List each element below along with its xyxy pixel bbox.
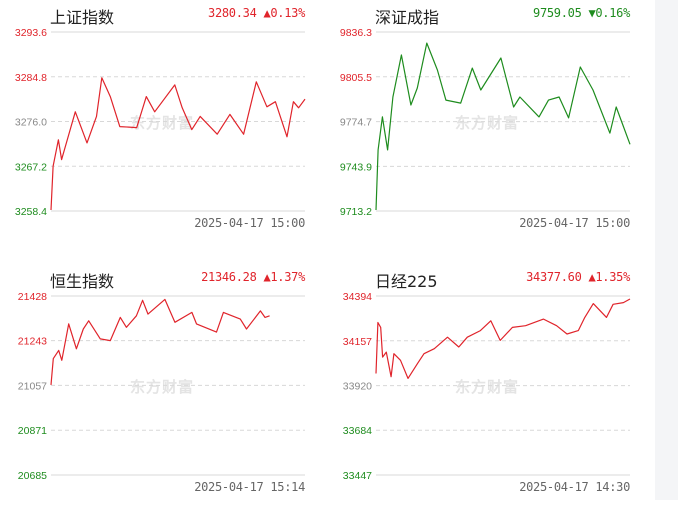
y-tick-label: 20871	[18, 425, 47, 437]
watermark-logo: 东方财富	[130, 114, 195, 132]
chart-svg: 3293.6 3284.8 3276.0 3267.2 3258.4	[15, 27, 306, 218]
y-tick-label: 3258.4	[15, 206, 47, 218]
timestamp: 2025-04-17 15:00	[519, 216, 630, 230]
chart-panel-sz[interactable]: 深证成指 9759.05 ▼0.16% 东方财富 9836.3 9805.5 977…	[325, 0, 650, 250]
y-tick-label: 21428	[18, 291, 47, 303]
quote: 34377.60 ▲1.35%	[526, 270, 630, 284]
watermark-logo: 东方财富	[130, 378, 195, 396]
y-tick-label: 3284.8	[15, 72, 47, 84]
change-pct: 1.37%	[270, 270, 305, 284]
chart-title: 上证指数	[50, 8, 115, 27]
chart-svg: 34394 34157 33920 33684 33447	[343, 291, 631, 482]
up-arrow-icon: ▲	[263, 270, 271, 284]
timestamp: 2025-04-17 15:00	[194, 216, 305, 230]
y-tick-label: 9805.5	[340, 72, 372, 84]
change-pct: 0.13%	[270, 6, 305, 20]
y-tick-label: 20685	[18, 470, 47, 482]
quote: 21346.28 ▲1.37%	[201, 270, 305, 284]
y-tick-label: 9743.9	[340, 161, 372, 173]
price-line	[375, 42, 631, 211]
y-tick-label: 3293.6	[15, 27, 47, 39]
quote: 9759.05 ▼0.16%	[533, 6, 630, 20]
y-tick-label: 9713.2	[340, 206, 372, 218]
y-tick-label: 9774.7	[340, 117, 372, 129]
up-arrow-icon: ▲	[263, 6, 271, 20]
y-tick-label: 33920	[343, 381, 372, 393]
price-line	[50, 77, 306, 211]
y-tick-label: 3276.0	[15, 117, 47, 129]
down-arrow-icon: ▼	[588, 6, 596, 20]
up-arrow-icon: ▲	[588, 270, 596, 284]
watermark-logo: 东方财富	[455, 378, 520, 396]
price-line	[50, 298, 270, 385]
chart-title: 恒生指数	[50, 272, 115, 291]
y-tick-label: 34394	[343, 291, 372, 303]
y-tick-label: 9836.3	[340, 27, 372, 39]
quote: 3280.34 ▲0.13%	[208, 6, 305, 20]
y-tick-label: 21057	[18, 380, 47, 392]
last-price: 34377.60	[526, 270, 582, 284]
watermark-logo: 东方财富	[455, 114, 520, 132]
change-pct: 1.35%	[595, 270, 630, 284]
y-tick-label: 21243	[18, 336, 47, 348]
timestamp: 2025-04-17 14:30	[519, 480, 630, 494]
last-price: 21346.28	[201, 270, 257, 284]
y-tick-label: 34157	[343, 336, 372, 348]
last-price: 3280.34	[208, 6, 257, 20]
y-tick-label: 33684	[343, 425, 372, 437]
chart-svg: 9836.3 9805.5 9774.7 9743.9 9713.2	[340, 27, 631, 218]
chart-panel-sh[interactable]: 上证指数 3280.34 ▲0.13% 东方财富 3293.6 3284.8 327…	[0, 0, 325, 250]
right-scroll-gutter	[655, 0, 678, 500]
chart-title: 深证成指	[375, 8, 440, 27]
chart-svg: 21428 21243 21057 20871 20685	[18, 291, 305, 482]
chart-title: 日经225	[375, 272, 438, 291]
y-tick-label: 3267.2	[15, 161, 47, 173]
price-line	[375, 298, 631, 380]
last-price: 9759.05	[533, 6, 582, 20]
y-tick-label: 33447	[343, 470, 372, 482]
chart-panel-hsi[interactable]: 恒生指数 21346.28 ▲1.37% 东方财富 21428 21243 2105…	[0, 264, 325, 514]
chart-panel-n225[interactable]: 日经225 34377.60 ▲1.35% 东方财富 34394 34157 339…	[325, 264, 650, 514]
timestamp: 2025-04-17 15:14	[194, 480, 305, 494]
change-pct: 0.16%	[595, 6, 630, 20]
